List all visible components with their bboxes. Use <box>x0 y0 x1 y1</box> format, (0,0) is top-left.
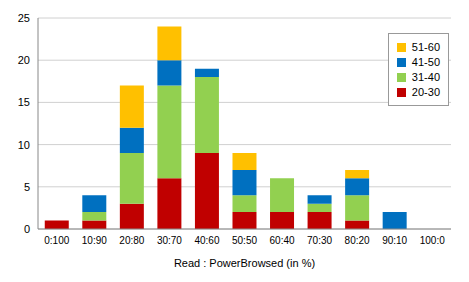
html-text:51-60: 51-60 <box>411 41 440 53</box>
svg-text:70:30: 70:30 <box>307 235 332 246</box>
svg-text:90:10: 90:10 <box>382 235 407 246</box>
svg-text:0: 0 <box>24 223 30 235</box>
svg-text:60:40: 60:40 <box>270 235 295 246</box>
svg-text:50:50: 50:50 <box>232 235 257 246</box>
svg-text:15: 15 <box>18 96 30 108</box>
svg-text:40:60: 40:60 <box>194 235 219 246</box>
svg-text:25: 25 <box>18 12 30 24</box>
svg-text:10:90: 10:90 <box>82 235 107 246</box>
html-text:20-30: 20-30 <box>411 86 440 98</box>
html-text:31-40: 31-40 <box>411 71 440 83</box>
svg-text:100:0: 100:0 <box>420 235 445 246</box>
svg-text:30:70: 30:70 <box>157 235 182 246</box>
svg-text:0:100: 0:100 <box>44 235 69 246</box>
svg-text:10: 10 <box>18 139 30 151</box>
html-text:41-50: 41-50 <box>411 56 440 68</box>
svg-text:5: 5 <box>24 181 30 193</box>
svg-text:Read : PowerBrowsed (in %): Read : PowerBrowsed (in %) <box>174 257 315 269</box>
svg-text:20: 20 <box>18 54 30 66</box>
svg-text:80:20: 80:20 <box>345 235 370 246</box>
svg-text:20:80: 20:80 <box>119 235 144 246</box>
